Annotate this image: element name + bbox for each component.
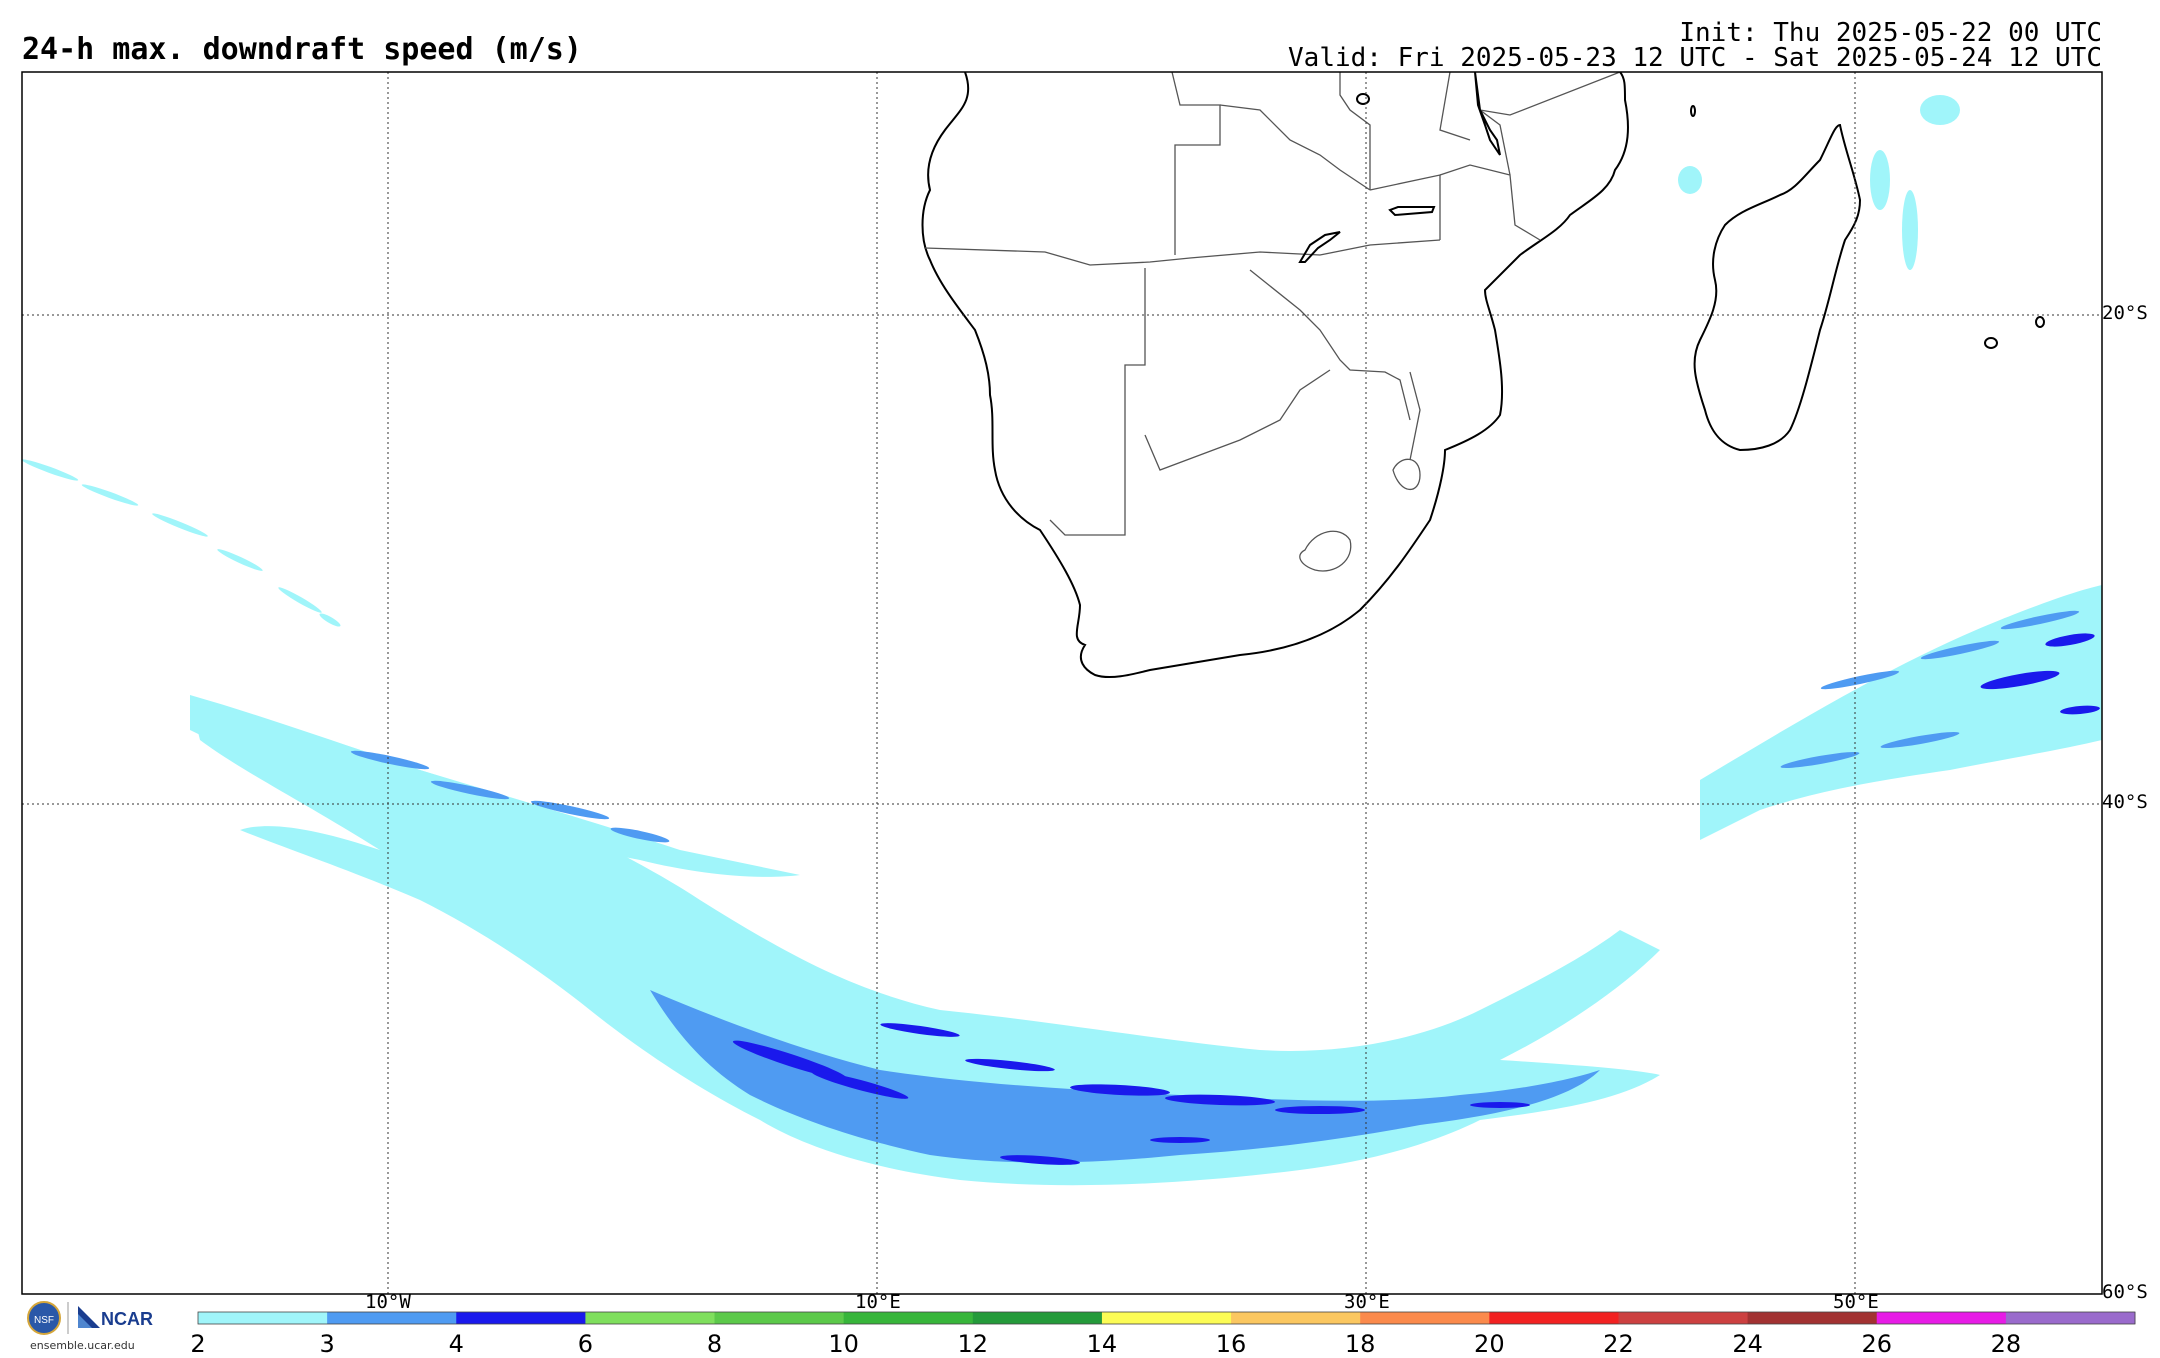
colorbar-tick-label: 16 [1215,1330,1247,1358]
colorbar-tick-label: 12 [957,1330,989,1358]
colorbar-segment [327,1312,457,1324]
nsf-logo-icon [27,1301,61,1335]
swath-madagascar [1678,95,1960,270]
colorbar-tick-label: 8 [706,1330,723,1358]
map-frame [21,71,2103,1295]
coastlines [921,72,2045,679]
country-borders [924,72,1621,572]
colorbar-tick-label: 18 [1344,1330,1376,1358]
colorbar-segment [1101,1312,1232,1324]
madagascar-coast [1693,123,1862,452]
colorbar-segment [1747,1312,1878,1324]
lat-label-60s: 60°S [2102,1281,2148,1303]
nsf-ncar-logo: NSF [27,1301,100,1335]
colorbar-segment [2005,1312,2136,1324]
swath-dark-streaks [732,1023,1530,1165]
init-time: Init: Thu 2025-05-22 00 UTC [1679,18,2102,48]
swath-east-band [1700,585,2102,840]
swath-light-main [190,700,1660,1186]
map-title: 24-h max. downdraft speed (m/s) [22,32,582,67]
colorbar-tick-label: 22 [1603,1330,1634,1358]
colorbar-tick-label: 20 [1474,1330,1505,1358]
colorbar-tick-label: 14 [1086,1330,1118,1358]
island-comoros [1690,105,1696,117]
island-mauritius [1984,337,1998,349]
colorbar-outline [197,1311,2136,1325]
colorbar-segment [1360,1312,1490,1324]
colorbar-segment [585,1312,716,1324]
africa-coast [921,72,1629,679]
colorbar-segment [1876,1312,2007,1324]
swath-east-dark [1980,633,2100,715]
valid-time: Valid: Fri 2025-05-23 12 UTC - Sat 2025-… [1288,43,2102,73]
island-reunion [2035,316,2045,328]
colorbar-segment [1489,1312,1619,1324]
swath-medium [650,990,1600,1163]
colorbar-segment [456,1312,586,1324]
lon-label-10e: 10°E [855,1291,901,1313]
lon-label-50e: 50°E [1833,1291,1879,1313]
ensemble-url: ensemble.ucar.edu [30,1339,135,1352]
colorbar-tick-label: 2 [190,1330,206,1358]
colorbar-tick-label: 4 [448,1330,464,1358]
colorbar-tick-label: 28 [1990,1330,2022,1358]
swath-nw-streaks [350,750,670,843]
colorbar-segment [198,1312,328,1324]
colorbar-tick-label: 3 [319,1330,335,1358]
colorbar-tick-label: 26 [1861,1330,1892,1358]
colorbar-tick-label: 10 [828,1330,859,1358]
lat-label-20s: 20°S [2102,302,2148,324]
swath-east-streaks [1780,610,2080,768]
colorbar-segment [843,1312,974,1324]
lat-label-40s: 40°S [2102,791,2148,813]
colorbar-tick-label: 6 [577,1330,594,1358]
colorbar-segment [714,1312,845,1324]
colorbar-segment [972,1312,1103,1324]
colorbar-tick-label: 24 [1732,1330,1763,1358]
colorbar-segment [1231,1312,1361,1324]
graticule [22,72,2102,1294]
colorbar [197,1311,2136,1325]
lon-label-30e: 30°E [1344,1291,1390,1313]
lakes [1298,71,1501,263]
ncar-logo-text: NCAR [101,1309,153,1329]
svg-text:NSF: NSF [34,1315,54,1326]
downdraft-field [22,95,2102,1186]
lon-label-10w: 10°W [365,1291,411,1313]
swath-far-west [22,459,341,627]
colorbar-segment [1618,1312,1749,1324]
